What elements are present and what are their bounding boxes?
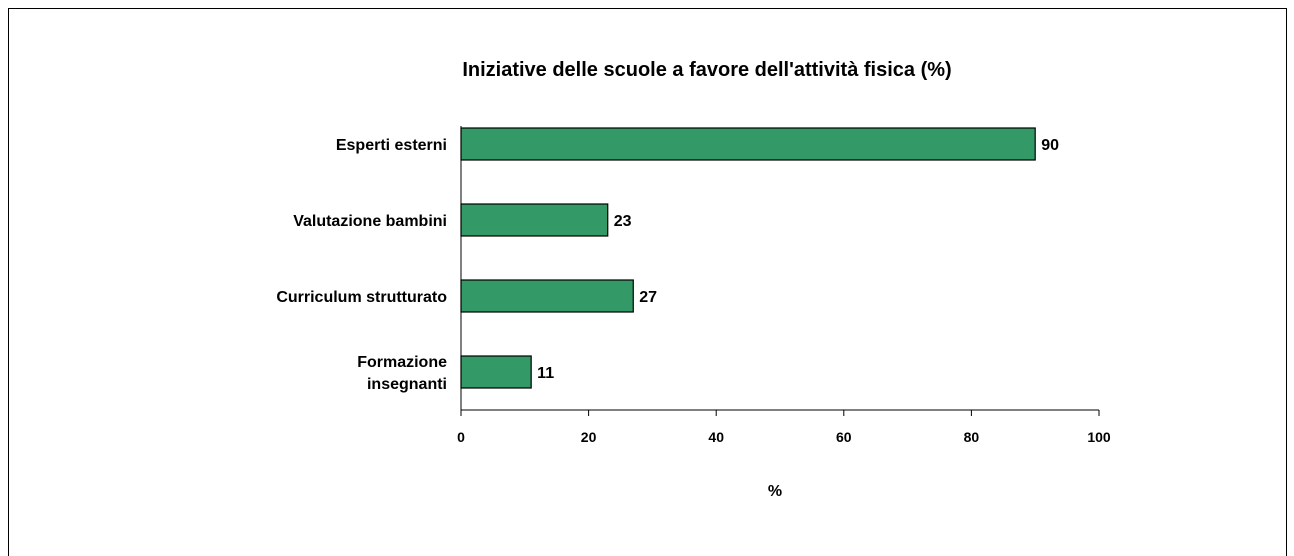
bar <box>460 203 609 237</box>
x-tick-label: 60 <box>836 429 852 445</box>
chart-title: Iniziative delle scuole a favore dell'at… <box>462 59 951 81</box>
bar <box>460 355 532 389</box>
category-label: Esperti esterni <box>336 137 447 154</box>
x-axis-label: % <box>768 483 782 500</box>
category-label: Curriculum strutturato <box>276 289 447 306</box>
x-axis: 0 20 40 60 80 100 <box>457 126 1111 445</box>
bar-value-label: 90 <box>1041 137 1059 154</box>
category-label: Valutazione bambini <box>293 213 447 230</box>
bar <box>460 279 634 313</box>
bar-value-label: 11 <box>537 365 554 382</box>
category-label: Formazione insegnanti <box>357 354 447 393</box>
x-tick-label: 20 <box>581 429 597 445</box>
bars-group: 90 Esperti esterni 23 Valutazione bambini 27… <box>276 127 1059 393</box>
x-tick-label: 80 <box>964 429 980 445</box>
x-tick-label: 0 <box>457 429 465 445</box>
chart-frame <box>8 8 1287 556</box>
bar-value-label: 27 <box>639 289 657 306</box>
bar-value-label: 23 <box>614 213 632 230</box>
x-tick-label: 40 <box>708 429 724 445</box>
x-tick-label: 100 <box>1087 429 1111 445</box>
bar <box>460 127 1036 161</box>
